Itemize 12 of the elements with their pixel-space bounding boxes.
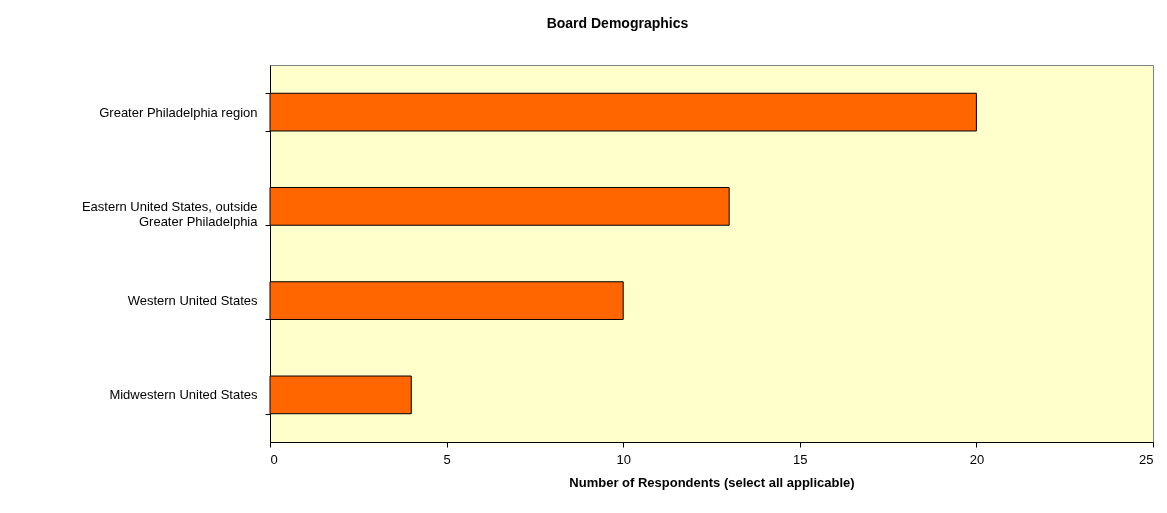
x-tick-label: 15	[793, 451, 808, 467]
y-tick-label: Midwestern United States	[109, 387, 258, 403]
y-tick-label: Eastern United States, outside Greater Philadelphia	[81, 198, 259, 229]
chart-title: Board Demographics	[546, 15, 689, 31]
x-axis-title: Number of Respondents (select all applicable)	[569, 474, 855, 490]
x-tick-label: 5	[443, 451, 451, 467]
x-tick-label: 0	[270, 451, 278, 467]
x-tick-label: 25	[1139, 451, 1154, 467]
x-tick-label: 10	[616, 451, 631, 467]
x-tick-label: 20	[969, 451, 985, 467]
y-tick-label: Western United States	[127, 293, 258, 309]
y-tick-label: Greater Philadelphia region	[99, 104, 258, 120]
